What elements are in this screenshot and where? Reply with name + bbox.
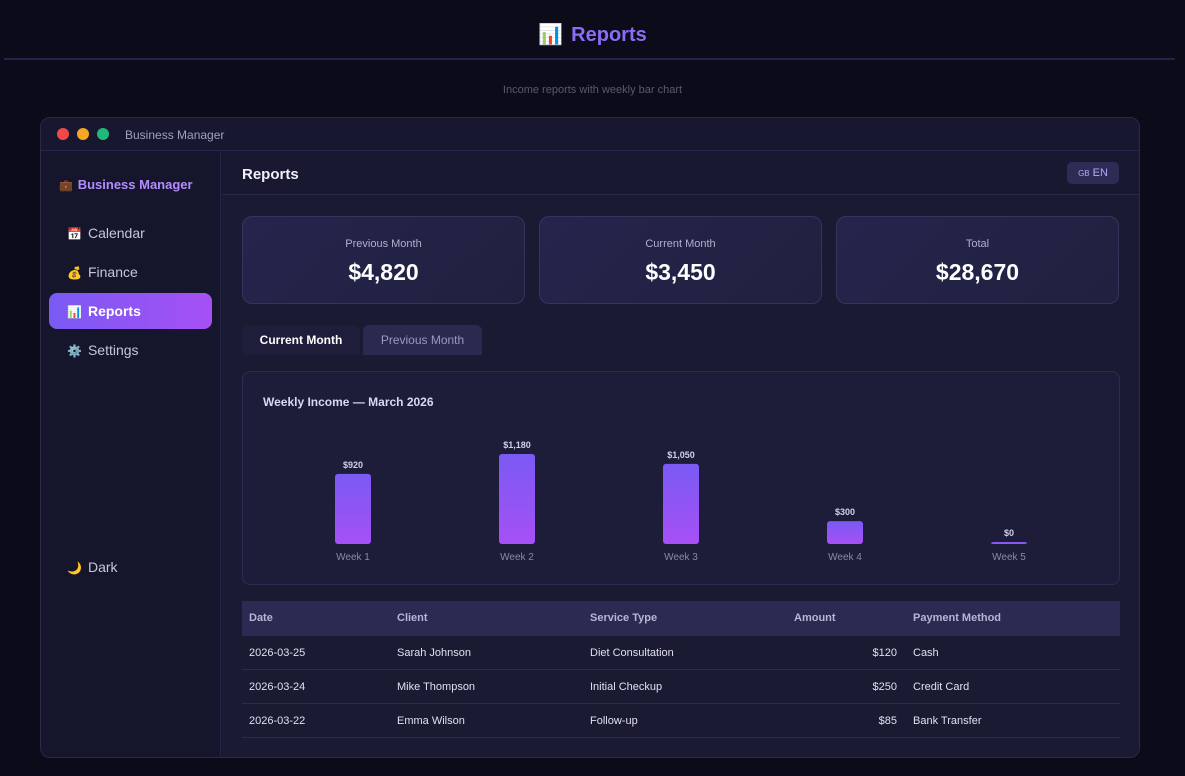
page-title: 📊 Reports bbox=[0, 22, 1185, 47]
bar-week-4 bbox=[827, 521, 863, 544]
header-divider bbox=[4, 58, 1175, 60]
table-row: 2026-03-22 Emma Wilson Follow-up $85 Ban… bbox=[242, 704, 1120, 738]
bar-week-2 bbox=[499, 454, 535, 544]
sidebar-item-label: Settings bbox=[87, 342, 139, 358]
cell-client: Mike Thompson bbox=[397, 681, 476, 693]
chart-icon: 📊 bbox=[538, 24, 564, 46]
section-title: Reports bbox=[242, 166, 299, 183]
theme-toggle-label: Dark bbox=[87, 559, 118, 575]
minimize-window-button[interactable] bbox=[77, 128, 89, 140]
language-label: EN bbox=[1092, 167, 1108, 179]
money-bag-icon: 💰 bbox=[67, 266, 82, 280]
column-header-service-type: Service Type bbox=[590, 612, 658, 624]
transactions-table: Date Client Service Type Amount Payment … bbox=[242, 601, 1120, 738]
page-title-text: Reports bbox=[571, 24, 647, 46]
column-header-date: Date bbox=[249, 612, 273, 624]
maximize-window-button[interactable] bbox=[97, 128, 109, 140]
theme-toggle[interactable]: 🌙 Dark bbox=[49, 549, 212, 585]
window-title: Business Manager bbox=[125, 128, 225, 142]
close-window-button[interactable] bbox=[57, 128, 69, 140]
bar-week-1 bbox=[335, 473, 371, 544]
sidebar-item-label: Calendar bbox=[87, 225, 145, 241]
summary-card-current-month: Current Month $3,450 bbox=[539, 216, 822, 304]
cell-client: Sarah Johnson bbox=[397, 647, 471, 659]
sidebar-brand: 💼 Business Manager bbox=[59, 177, 193, 192]
column-header-payment-method: Payment Method bbox=[913, 612, 1002, 624]
sidebar-item-settings[interactable]: ⚙️ Settings bbox=[49, 332, 212, 368]
cell-service: Diet Consultation bbox=[590, 647, 674, 659]
bar-chart: $920 Week 1 $1,180 Week 2 $1,050 Week 3 $300 We… bbox=[335, 440, 1027, 563]
bar-chart-icon: 📊 bbox=[67, 305, 82, 319]
briefcase-icon: 💼 bbox=[59, 180, 73, 192]
cell-payment: Bank Transfer bbox=[913, 715, 982, 727]
cell-service: Initial Checkup bbox=[590, 681, 663, 693]
calendar-icon: 📅 bbox=[67, 227, 82, 241]
card-value: $4,820 bbox=[348, 259, 419, 285]
main-content: Reports GB EN Previous Month $4,820 Curre… bbox=[222, 151, 1139, 757]
bar-week-3 bbox=[663, 463, 699, 544]
bar-value-label: $0 bbox=[1004, 528, 1014, 538]
card-label: Current Month bbox=[645, 238, 716, 250]
cell-date: 2026-03-24 bbox=[249, 681, 306, 693]
cell-amount: $85 bbox=[878, 715, 897, 727]
summary-card-previous-month: Previous Month $4,820 bbox=[242, 216, 525, 304]
cell-amount: $250 bbox=[872, 681, 897, 693]
bar-value-label: $920 bbox=[343, 460, 363, 470]
card-value: $3,450 bbox=[645, 259, 716, 285]
category-label: Week 4 bbox=[828, 552, 862, 563]
cell-service: Follow-up bbox=[590, 715, 638, 727]
sidebar-item-label: Finance bbox=[87, 264, 138, 280]
sidebar-item-finance[interactable]: 💰 Finance bbox=[49, 254, 212, 290]
page-header: 📊 Reports bbox=[0, 0, 1185, 62]
sidebar-item-calendar[interactable]: 📅 Calendar bbox=[49, 215, 212, 251]
cell-date: 2026-03-25 bbox=[249, 647, 306, 659]
cell-amount: $120 bbox=[872, 647, 897, 659]
cell-date: 2026-03-22 bbox=[249, 715, 306, 727]
column-header-amount: Amount bbox=[794, 612, 836, 624]
cell-payment: Credit Card bbox=[913, 681, 970, 693]
weekly-income-chart: Weekly Income — March 2026 $920 Week 1 $1,… bbox=[242, 371, 1120, 585]
card-label: Previous Month bbox=[345, 238, 422, 250]
flag-icon: GB bbox=[1078, 169, 1090, 178]
category-label: Week 5 bbox=[992, 552, 1026, 563]
column-header-client: Client bbox=[397, 612, 428, 624]
card-label: Total bbox=[965, 238, 990, 250]
bar-value-label: $1,180 bbox=[503, 440, 531, 450]
table-row: 2026-03-25 Sarah Johnson Diet Consultati… bbox=[242, 636, 1120, 670]
moon-icon: 🌙 bbox=[67, 561, 82, 575]
cell-client: Emma Wilson bbox=[397, 715, 465, 727]
table-header: Date Client Service Type Amount Payment … bbox=[242, 601, 1120, 636]
bar-week-5 bbox=[991, 542, 1027, 544]
tab-current-month[interactable]: Current Month bbox=[242, 325, 360, 355]
page-subtitle: Income reports with weekly bar chart bbox=[502, 84, 683, 96]
main-header: Reports GB EN bbox=[222, 151, 1139, 195]
sidebar: 💼 Business Manager 📅 Calendar 💰 Finance 📊 Re… bbox=[41, 151, 221, 757]
sidebar-item-label: Reports bbox=[87, 303, 141, 319]
sidebar-item-reports[interactable]: 📊 Reports bbox=[49, 293, 212, 329]
tab-previous-month[interactable]: Previous Month bbox=[363, 325, 482, 355]
brand-label: Business Manager bbox=[77, 177, 193, 192]
chart-title: Weekly Income — March 2026 bbox=[263, 395, 434, 409]
cell-payment: Cash bbox=[913, 647, 939, 659]
bar-value-label: $300 bbox=[835, 507, 855, 517]
summary-card-total: Total $28,670 bbox=[836, 216, 1119, 304]
window-titlebar: Business Manager bbox=[41, 118, 1139, 151]
bar-value-label: $1,050 bbox=[667, 450, 695, 460]
category-label: Week 1 bbox=[336, 552, 370, 563]
app-window: Business Manager 💼 Business Manager 📅 Cale… bbox=[40, 117, 1140, 758]
table-row: 2026-03-24 Mike Thompson Initial Checkup… bbox=[242, 670, 1120, 704]
category-label: Week 3 bbox=[664, 552, 698, 563]
gear-icon: ⚙️ bbox=[67, 344, 82, 358]
language-button[interactable]: GB EN bbox=[1067, 162, 1119, 184]
category-label: Week 2 bbox=[500, 552, 534, 563]
card-value: $28,670 bbox=[935, 259, 1020, 285]
